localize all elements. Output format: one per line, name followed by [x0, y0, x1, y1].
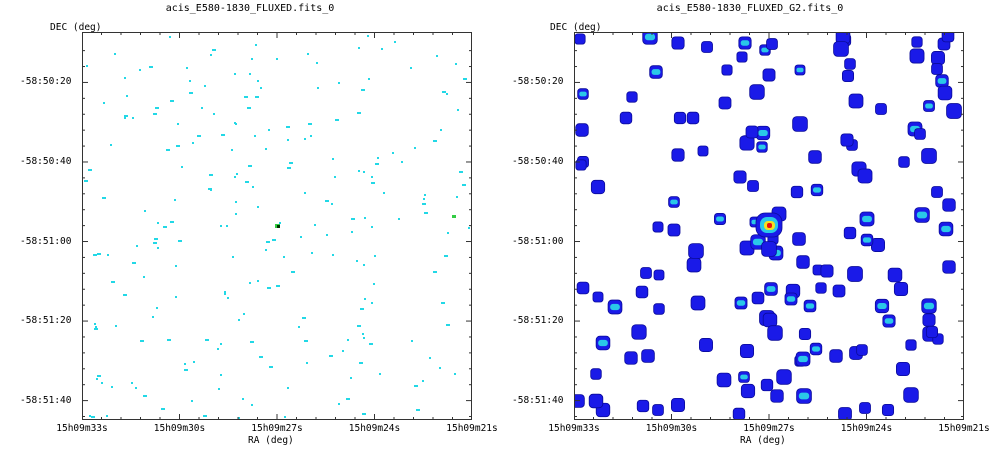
y-tick-label: -58:51:40 — [512, 394, 564, 406]
image-panel-smoothed: acis_E580-1830_FLUXED_G2.fits_0 DEC (deg… — [500, 0, 1000, 456]
y-tick-label: -58:51:40 — [20, 394, 72, 406]
image-canvas — [571, 29, 965, 421]
panel-title: acis_E580-1830_FLUXED.fits_0 — [165, 3, 335, 14]
y-tick-label: -58:51:20 — [512, 315, 564, 327]
x-tick-label: 15h09m21s — [938, 423, 990, 434]
plot-area[interactable] — [81, 32, 473, 420]
x-tick-label: 15h09m30s — [153, 423, 206, 434]
y-tick-label: -58:51:20 — [20, 315, 72, 327]
x-tick-label: 15h09m27s — [743, 423, 795, 434]
x-tick-label: 15h09m24s — [840, 423, 893, 434]
image-panel-raw: acis_E580-1830_FLUXED.fits_0 DEC (deg) R… — [20, 3, 498, 446]
x-tick-label: 15h09m24s — [348, 423, 401, 434]
x-tick-label: 15h09m33s — [56, 423, 108, 434]
image-canvas — [81, 32, 473, 420]
y-tick-label: -58:51:00 — [512, 235, 564, 247]
y-axis-label: DEC (deg) — [550, 22, 602, 33]
image-pixels — [571, 29, 962, 421]
x-tick-label: 15h09m21s — [446, 423, 498, 434]
x-tick-label: 15h09m30s — [645, 423, 698, 434]
axis-ticks — [573, 32, 965, 420]
panel-title: acis_E580-1830_FLUXED_G2.fits_0 — [656, 3, 844, 14]
y-tick-label: -58:51:00 — [20, 235, 72, 247]
x-tick-label: 15h09m27s — [251, 423, 303, 434]
x-axis-label: RA (deg) — [740, 435, 786, 446]
y-tick-label: -58:50:20 — [20, 76, 72, 88]
x-tick-label: 15h09m33s — [548, 423, 600, 434]
image-pixels — [84, 35, 470, 419]
y-axis-label: DEC (deg) — [50, 22, 102, 33]
plot-area[interactable] — [571, 29, 965, 421]
y-tick-label: -58:50:40 — [20, 155, 72, 167]
x-axis-label: RA (deg) — [248, 435, 294, 446]
y-tick-label: -58:50:40 — [512, 155, 564, 167]
y-tick-label: -58:50:20 — [512, 76, 564, 88]
